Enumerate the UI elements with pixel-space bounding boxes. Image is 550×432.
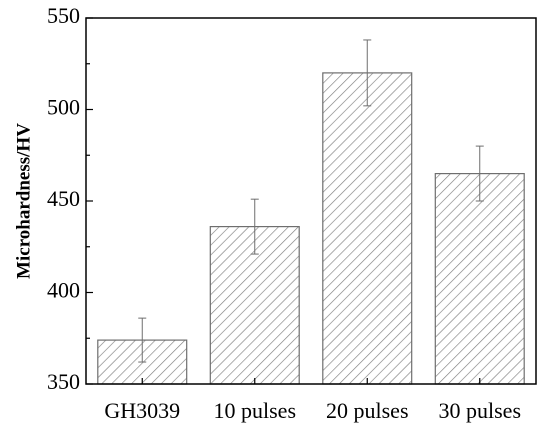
- y-axis-label: Microhardness/HV: [13, 123, 34, 279]
- bars-layer: [97, 72, 525, 385]
- y-tick-label-1: 350: [47, 369, 80, 394]
- error-bar-3: [363, 39, 372, 107]
- ticks-layer: GH3039 10 pulses 20 pulses 30 pulses 350 400 4…: [47, 3, 521, 423]
- bar-4: [434, 173, 525, 385]
- bar-3: [322, 72, 413, 385]
- error-bars-layer: [138, 39, 484, 363]
- x-tick-label-4: 30 pulses: [439, 398, 522, 423]
- error-bar-4: [475, 145, 484, 202]
- y-tick-label-5: 550: [47, 3, 80, 28]
- x-tick-label-3: 20 pulses: [326, 398, 409, 423]
- y-tick-label-3: 450: [47, 186, 80, 211]
- error-bar-2: [250, 198, 259, 255]
- error-bar-1: [138, 317, 147, 363]
- y-tick-label-4: 500: [47, 95, 80, 120]
- x-tick-label-2: 10 pulses: [214, 398, 297, 423]
- y-tick-label-2: 400: [47, 278, 80, 303]
- x-tick-label-1: GH3039: [104, 398, 180, 423]
